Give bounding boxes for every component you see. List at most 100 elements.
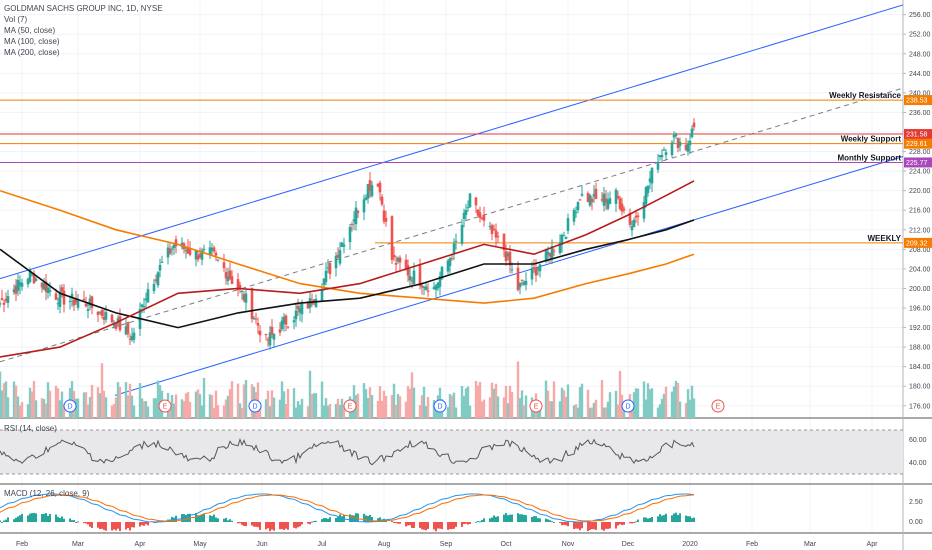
macd-bar: [419, 522, 421, 528]
candle-body: [128, 338, 132, 340]
candle-body: [550, 246, 554, 259]
macd-bar: [497, 516, 499, 522]
macd-bar: [131, 522, 133, 528]
macd-bar: [287, 522, 289, 530]
candle-body: [364, 197, 368, 200]
macd-bar: [209, 515, 211, 522]
candle-body: [670, 142, 674, 156]
macd-bar: [17, 516, 19, 522]
candle-body: [370, 185, 374, 197]
symbol-title[interactable]: GOLDMAN SACHS GROUP INC, 1D, NYSE: [4, 4, 163, 13]
macd-bar: [217, 518, 219, 522]
volume-bar: [14, 385, 18, 418]
macd-bar: [59, 518, 61, 522]
candle-body: [642, 202, 646, 219]
macd-bar: [21, 513, 23, 522]
macd-bar: [505, 513, 507, 522]
macd-bar: [139, 522, 141, 527]
macd-bar: [325, 518, 327, 522]
macd-bar: [355, 513, 357, 522]
macd-bar: [127, 522, 129, 529]
macd-bar: [481, 520, 483, 522]
candle-body: [446, 260, 450, 272]
ma200-line: [0, 189, 695, 304]
candle-body: [208, 247, 212, 255]
macd-bar: [617, 522, 619, 526]
candle-body: [202, 248, 206, 250]
candle-body: [296, 305, 300, 310]
volume-bar: [450, 395, 454, 418]
volume-legend[interactable]: Vol (7): [4, 15, 28, 24]
macd-bar: [57, 516, 59, 522]
dividend-icon: [248, 399, 262, 413]
volume-bar: [12, 381, 16, 418]
candle-body: [688, 140, 692, 146]
macd-bar: [377, 518, 379, 522]
volume-bar: [606, 401, 610, 418]
volume-bar: [268, 406, 272, 418]
ma50-legend[interactable]: MA (50, close): [4, 26, 56, 35]
volume-bar: [560, 387, 564, 418]
candle-body: [16, 279, 20, 291]
candle-body: [396, 257, 400, 262]
volume-bar: [60, 391, 64, 418]
volume-bar: [548, 401, 552, 418]
volume-bar: [618, 370, 622, 418]
candle-body: [384, 217, 388, 222]
rsi-legend-label: RSI (14, close): [4, 424, 57, 433]
ma200-legend[interactable]: MA (200, close): [4, 48, 60, 57]
volume-bar: [648, 389, 652, 418]
volume-bar: [396, 394, 400, 418]
macd-bar: [561, 522, 563, 526]
macd-axis-label: 2.50: [909, 499, 923, 506]
candle-body: [622, 208, 626, 211]
volume-bar: [2, 383, 6, 418]
candle-body: [352, 219, 356, 222]
volume-bar: [518, 398, 522, 418]
volume-bar: [168, 406, 172, 418]
candle-body: [602, 193, 606, 206]
macd-bar: [395, 522, 397, 524]
price-tick-label: 188.00: [909, 345, 931, 352]
candle-body: [280, 320, 284, 330]
ma100-legend[interactable]: MA (100, close): [4, 37, 60, 46]
volume-bar: [684, 403, 688, 418]
volume-bar: [174, 394, 178, 418]
candle-body: [62, 290, 66, 305]
time-tick-label: Jun: [256, 541, 267, 548]
candle-body: [86, 309, 90, 311]
macd-legend[interactable]: MACD (12, 26, close, 9): [4, 488, 89, 499]
candle-body: [254, 318, 258, 320]
candle-body: [604, 198, 608, 203]
volume-bar: [308, 370, 312, 418]
macd-bar: [531, 516, 533, 522]
candle-body: [506, 253, 510, 257]
macd-bar: [337, 516, 339, 522]
volume-bar: [44, 403, 48, 418]
candle-body: [378, 182, 382, 193]
candle-body: [376, 184, 380, 187]
macd-bar: [691, 518, 693, 522]
price-tick-label: 212.00: [909, 227, 931, 234]
macd-bar: [175, 515, 177, 522]
volume-bar: [562, 390, 566, 418]
candle-body: [212, 247, 216, 252]
macd-bar: [329, 517, 331, 522]
macd-bar: [427, 522, 429, 529]
candle-body: [630, 226, 634, 231]
macd-bar: [33, 512, 35, 522]
volume-bar: [322, 405, 326, 418]
candle-body: [658, 155, 662, 157]
candle-body: [68, 300, 72, 302]
candle-body: [292, 320, 296, 323]
rsi-legend[interactable]: RSI (14, close): [4, 423, 57, 434]
volume-bar: [614, 390, 618, 418]
volume-bar: [124, 382, 128, 418]
candle-body: [88, 298, 92, 306]
time-tick-label: Mar: [72, 541, 85, 548]
macd-bar: [229, 519, 231, 522]
candle-body: [84, 303, 88, 307]
macd-bar: [117, 522, 119, 529]
macd-bar: [511, 514, 513, 522]
